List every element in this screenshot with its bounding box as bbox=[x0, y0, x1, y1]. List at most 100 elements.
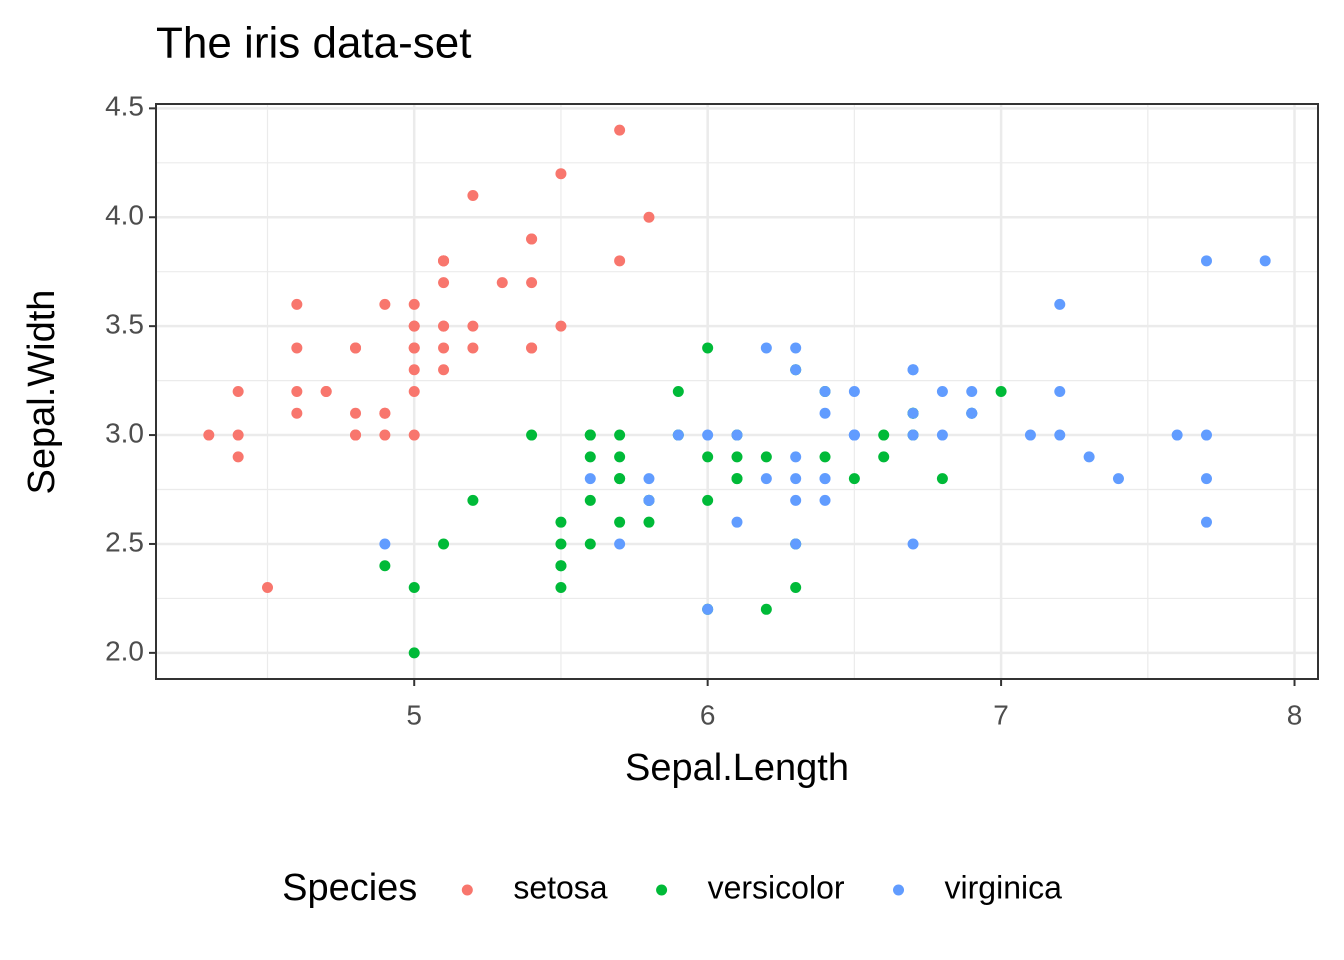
point bbox=[320, 386, 332, 397]
plot-border bbox=[155, 103, 1319, 680]
point bbox=[1200, 516, 1212, 528]
point bbox=[760, 451, 772, 463]
point bbox=[291, 386, 303, 397]
point bbox=[643, 516, 655, 528]
point bbox=[848, 429, 860, 441]
point bbox=[760, 603, 772, 615]
point bbox=[672, 386, 684, 397]
point bbox=[907, 364, 919, 376]
point bbox=[966, 407, 978, 419]
point bbox=[1024, 429, 1036, 441]
point bbox=[262, 582, 274, 594]
point bbox=[438, 364, 450, 376]
point bbox=[848, 473, 860, 485]
point bbox=[379, 560, 391, 572]
point bbox=[878, 451, 890, 463]
point bbox=[232, 451, 244, 463]
legend: Species setosa versicolor virginica bbox=[282, 867, 1062, 909]
point bbox=[438, 277, 450, 289]
point bbox=[1200, 429, 1212, 441]
point bbox=[819, 386, 831, 397]
point bbox=[614, 429, 626, 441]
point bbox=[643, 494, 655, 506]
point bbox=[232, 429, 244, 441]
point bbox=[614, 473, 626, 485]
point bbox=[702, 342, 714, 354]
point bbox=[614, 538, 626, 550]
point bbox=[731, 516, 743, 528]
x-axis-label: Sepal.Length bbox=[625, 747, 849, 789]
point bbox=[408, 429, 420, 441]
point bbox=[555, 320, 567, 332]
point bbox=[936, 473, 948, 485]
point bbox=[1054, 429, 1066, 441]
point bbox=[790, 342, 802, 354]
point bbox=[966, 386, 978, 397]
x-tick-label: 5 bbox=[406, 699, 422, 730]
x-tick-label: 7 bbox=[993, 699, 1009, 730]
point bbox=[291, 342, 303, 354]
point bbox=[350, 429, 362, 441]
point bbox=[232, 386, 244, 397]
point bbox=[467, 342, 479, 354]
point bbox=[819, 494, 831, 506]
point bbox=[408, 342, 420, 354]
y-tick-label: 3.0 bbox=[105, 417, 144, 448]
point bbox=[1054, 386, 1066, 397]
point bbox=[438, 320, 450, 332]
point bbox=[907, 429, 919, 441]
x-tick-label: 6 bbox=[700, 699, 716, 730]
point bbox=[614, 255, 626, 267]
point bbox=[408, 298, 420, 310]
point bbox=[878, 429, 890, 441]
x-tick-label: 8 bbox=[1287, 699, 1303, 730]
point bbox=[496, 277, 508, 289]
point bbox=[379, 429, 391, 441]
point bbox=[1171, 429, 1183, 441]
point bbox=[1054, 298, 1066, 310]
point bbox=[584, 494, 596, 506]
point bbox=[614, 124, 626, 136]
point bbox=[790, 582, 802, 594]
point bbox=[408, 582, 420, 594]
point bbox=[350, 407, 362, 419]
point bbox=[790, 451, 802, 463]
legend-marker bbox=[893, 884, 905, 896]
point bbox=[555, 168, 567, 180]
point bbox=[584, 451, 596, 463]
point bbox=[203, 429, 215, 441]
point bbox=[526, 277, 538, 289]
point bbox=[379, 407, 391, 419]
point bbox=[702, 429, 714, 441]
point bbox=[467, 320, 479, 332]
point bbox=[672, 429, 684, 441]
legend-label: virginica bbox=[945, 869, 1063, 905]
point bbox=[467, 189, 479, 201]
point bbox=[790, 538, 802, 550]
point bbox=[438, 342, 450, 354]
point bbox=[584, 538, 596, 550]
point bbox=[702, 494, 714, 506]
legend-title: Species bbox=[282, 867, 417, 909]
point bbox=[379, 538, 391, 550]
y-tick-label: 3.5 bbox=[105, 309, 144, 340]
point bbox=[819, 473, 831, 485]
point bbox=[760, 342, 772, 354]
point bbox=[526, 342, 538, 354]
point bbox=[526, 429, 538, 441]
point bbox=[702, 451, 714, 463]
point bbox=[819, 407, 831, 419]
point bbox=[907, 538, 919, 550]
y-tick-label: 2.0 bbox=[105, 635, 144, 666]
legend-marker bbox=[656, 884, 668, 896]
point bbox=[1200, 255, 1212, 267]
point bbox=[936, 429, 948, 441]
y-tick-label: 4.0 bbox=[105, 200, 144, 231]
y-axis-label: Sepal.Width bbox=[21, 290, 63, 495]
point bbox=[1112, 473, 1124, 485]
point bbox=[731, 429, 743, 441]
legend-label: versicolor bbox=[708, 869, 845, 905]
y-tick-label: 4.5 bbox=[105, 91, 144, 122]
point bbox=[760, 473, 772, 485]
